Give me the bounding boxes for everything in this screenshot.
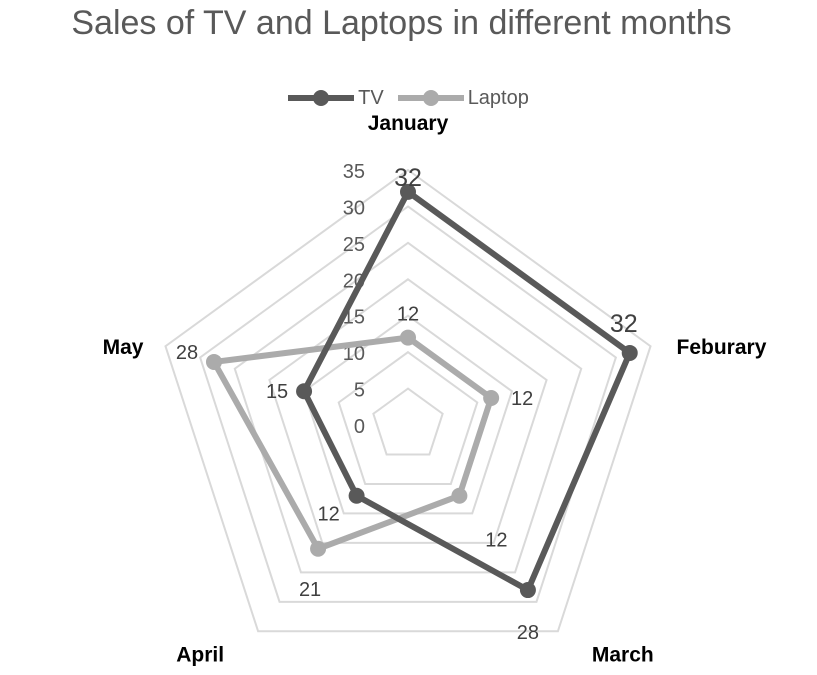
category-label-4: May — [103, 336, 144, 359]
legend-entry-laptop: Laptop — [397, 86, 529, 110]
data-label-tv-2: 28 — [517, 622, 539, 644]
tick-label-35: 35 — [343, 161, 365, 183]
data-point-tv-1 — [621, 344, 638, 361]
tick-label-30: 30 — [343, 197, 365, 219]
data-label-tv-4: 15 — [266, 381, 288, 403]
grid-ring-5 — [372, 387, 444, 456]
chart-title: Sales of TV and Laptops in different mon… — [71, 4, 732, 42]
data-label-laptop-0: 12 — [397, 304, 419, 326]
grid-ring-25 — [233, 241, 583, 574]
data-point-laptop-1 — [483, 389, 500, 406]
legend-swatch-tv — [288, 90, 355, 106]
category-label-1: Feburary — [677, 336, 767, 359]
tick-label-10: 10 — [343, 343, 365, 365]
series-line-tv — [301, 188, 633, 594]
data-point-tv-4 — [296, 383, 313, 400]
data-label-laptop-3: 21 — [299, 579, 321, 601]
data-label-tv-3: 12 — [317, 504, 339, 526]
grid-ring-30 — [198, 205, 618, 603]
data-point-laptop-4 — [205, 353, 222, 370]
legend-entry-tv: TV — [288, 86, 384, 110]
data-label-laptop-2: 12 — [485, 530, 507, 552]
legend-marker-laptop — [422, 90, 439, 106]
data-point-laptop-0 — [400, 329, 416, 346]
category-label-0: January — [368, 112, 449, 135]
legend-label-laptop: Laptop — [467, 86, 529, 109]
data-point-tv-3 — [348, 487, 365, 504]
data-label-laptop-1: 12 — [511, 388, 533, 410]
legend-label-tv: TV — [358, 86, 384, 109]
tick-label-0: 0 — [354, 416, 365, 438]
tick-label-5: 5 — [354, 380, 365, 402]
data-point-laptop-3 — [310, 540, 327, 557]
data-label-tv-1: 32 — [610, 310, 638, 338]
legend-marker-tv — [313, 90, 330, 106]
data-point-tv-2 — [519, 582, 536, 599]
series-line-laptop — [210, 334, 495, 552]
legend: TV Laptop — [0, 86, 817, 110]
grid-ring-10 — [337, 350, 479, 485]
data-label-laptop-4: 28 — [176, 342, 198, 364]
category-label-2: March — [592, 643, 654, 666]
category-label-3: April — [176, 643, 224, 666]
data-point-tv-0 — [400, 183, 416, 200]
legend-swatch-laptop — [397, 90, 464, 106]
grid-ring-35 — [164, 168, 652, 633]
data-point-laptop-2 — [451, 487, 468, 504]
tick-label-25: 25 — [343, 234, 365, 256]
data-label-tv-0: 32 — [394, 164, 422, 192]
grid-ring-20 — [268, 278, 548, 544]
